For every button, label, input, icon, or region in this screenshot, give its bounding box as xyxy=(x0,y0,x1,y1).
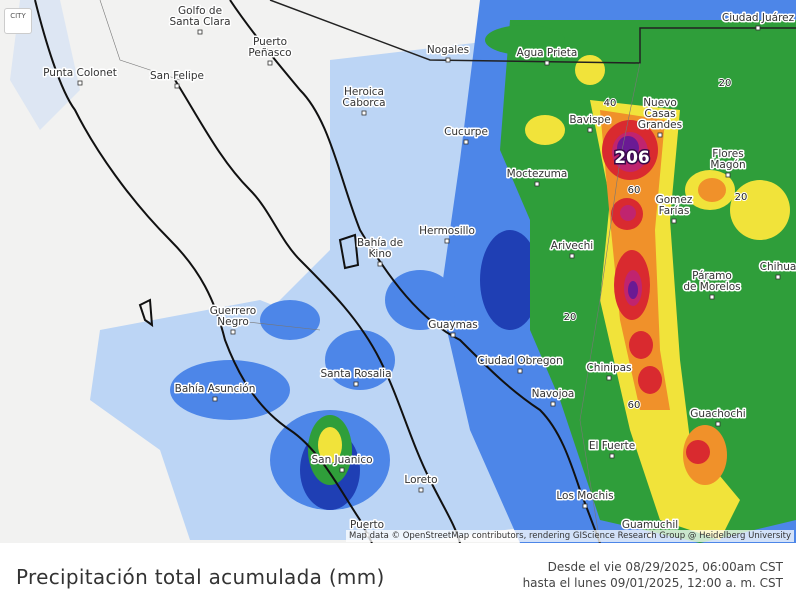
city-label: Agua Prieta xyxy=(517,47,578,59)
contour-label: 20 xyxy=(564,312,577,323)
city-label: Hermosillo xyxy=(419,225,475,237)
contour-label: 60 xyxy=(628,185,641,196)
city-label: Heroica xyxy=(344,86,384,98)
coastline xyxy=(34,0,601,543)
city-dot xyxy=(569,253,575,259)
city-label: de Morelos xyxy=(683,281,740,293)
city-label: Punta Colonet xyxy=(43,67,117,79)
contour-label: 60 xyxy=(628,400,641,411)
city-label: Peñasco xyxy=(248,47,291,59)
city-dot xyxy=(267,60,273,66)
city-label: Moctezuma xyxy=(507,168,568,180)
city-dot xyxy=(517,368,523,374)
city-label: Chinipas xyxy=(586,362,631,374)
city-label: Puerto xyxy=(350,519,384,531)
contour-label: 40 xyxy=(604,98,617,109)
city-label: Bavispe xyxy=(569,114,610,126)
city-dot xyxy=(775,274,781,280)
range-to: hasta el lunes 09/01/2025, 12:00 a. m. C… xyxy=(522,576,783,590)
city-label: Santa Clara xyxy=(169,16,230,28)
contour-label: 206 xyxy=(614,148,650,168)
range-from: Desde el vie 08/29/2025, 06:00am CST xyxy=(547,560,783,574)
city-label: Páramo xyxy=(692,270,732,282)
city-label: Santa Rosalia xyxy=(320,368,391,380)
city-dot xyxy=(657,132,663,138)
city-label: Farías xyxy=(659,205,690,217)
city-label: Grandes xyxy=(638,119,682,131)
city-dot xyxy=(725,172,731,178)
city-label: Negro xyxy=(217,316,249,328)
city-label: Ciudad Obregon xyxy=(477,355,562,367)
state-border xyxy=(99,0,641,543)
city-label: Los Mochis xyxy=(556,490,613,502)
city-label: Golfo de xyxy=(178,5,222,17)
contour-label: 20 xyxy=(735,192,748,203)
city-dot xyxy=(463,139,469,145)
attribution: Map data © OpenStreetMap contributors, r… xyxy=(346,530,794,542)
city-dot xyxy=(230,329,236,335)
city-label: San Juanico xyxy=(311,454,372,466)
city-dot xyxy=(339,467,345,473)
city-dot xyxy=(174,83,180,89)
footer: Precipitación total acumulada (mm) Desde… xyxy=(0,543,800,600)
city-dot xyxy=(353,381,359,387)
city-dot xyxy=(550,401,556,407)
city-dot xyxy=(582,503,588,509)
city-dot xyxy=(450,332,456,338)
date-range: Desde el vie 08/29/2025, 06:00am CST has… xyxy=(523,559,783,591)
city-dot xyxy=(77,80,83,86)
city-label: Magón xyxy=(710,159,745,171)
city-dot xyxy=(445,57,451,63)
precip-purple xyxy=(617,136,639,299)
city-label: Flores xyxy=(712,148,743,160)
city-dot xyxy=(377,261,383,267)
city-label: Navojoa xyxy=(532,388,575,400)
city-dot xyxy=(609,453,615,459)
city-label: Guamuchil xyxy=(622,519,678,531)
city-label: Guachochi xyxy=(690,408,745,420)
city-dot xyxy=(606,375,612,381)
city-dot xyxy=(587,127,593,133)
city-dot xyxy=(715,421,721,427)
city-label: Ciudad Juárez xyxy=(722,12,795,24)
city-label: Gomez xyxy=(656,194,693,206)
city-dot xyxy=(544,60,550,66)
city-label: Nogales xyxy=(427,44,469,56)
city-dot xyxy=(534,181,540,187)
city-label: Guaymas xyxy=(428,319,478,331)
city-label: Guerrero xyxy=(210,305,256,317)
city-label: Nuevo xyxy=(643,97,677,109)
city-label: Bahía Asunción xyxy=(175,383,256,395)
city-label: El Fuerte xyxy=(589,440,635,452)
city-toggle-label: CITY xyxy=(10,12,26,20)
city-label: Arivechi xyxy=(551,240,593,252)
city-toggle[interactable]: CITY xyxy=(4,8,32,34)
city-dot xyxy=(197,29,203,35)
city-label: Casas xyxy=(644,108,675,120)
contour-label: 20 xyxy=(719,78,732,89)
city-label: Chihua xyxy=(760,261,796,273)
city-dot xyxy=(671,218,677,224)
city-dot xyxy=(444,238,450,244)
map[interactable]: Golfo de Santa Clara Puerto Peñasco Punta Co… xyxy=(0,0,796,543)
city-label: Kino xyxy=(369,248,392,260)
city-label: Bahía de xyxy=(357,237,403,249)
city-dot xyxy=(709,294,715,300)
city-dot xyxy=(755,25,761,31)
city-label: Cucurpe xyxy=(444,126,488,138)
city-label: San Felipe xyxy=(150,70,204,82)
city-dot xyxy=(212,396,218,402)
city-label: Caborca xyxy=(342,97,385,109)
city-dot xyxy=(361,110,367,116)
city-dot xyxy=(418,487,424,493)
city-label: Loreto xyxy=(404,474,437,486)
city-label: Puerto xyxy=(253,36,287,48)
footer-title: Precipitación total acumulada (mm) xyxy=(16,565,385,589)
